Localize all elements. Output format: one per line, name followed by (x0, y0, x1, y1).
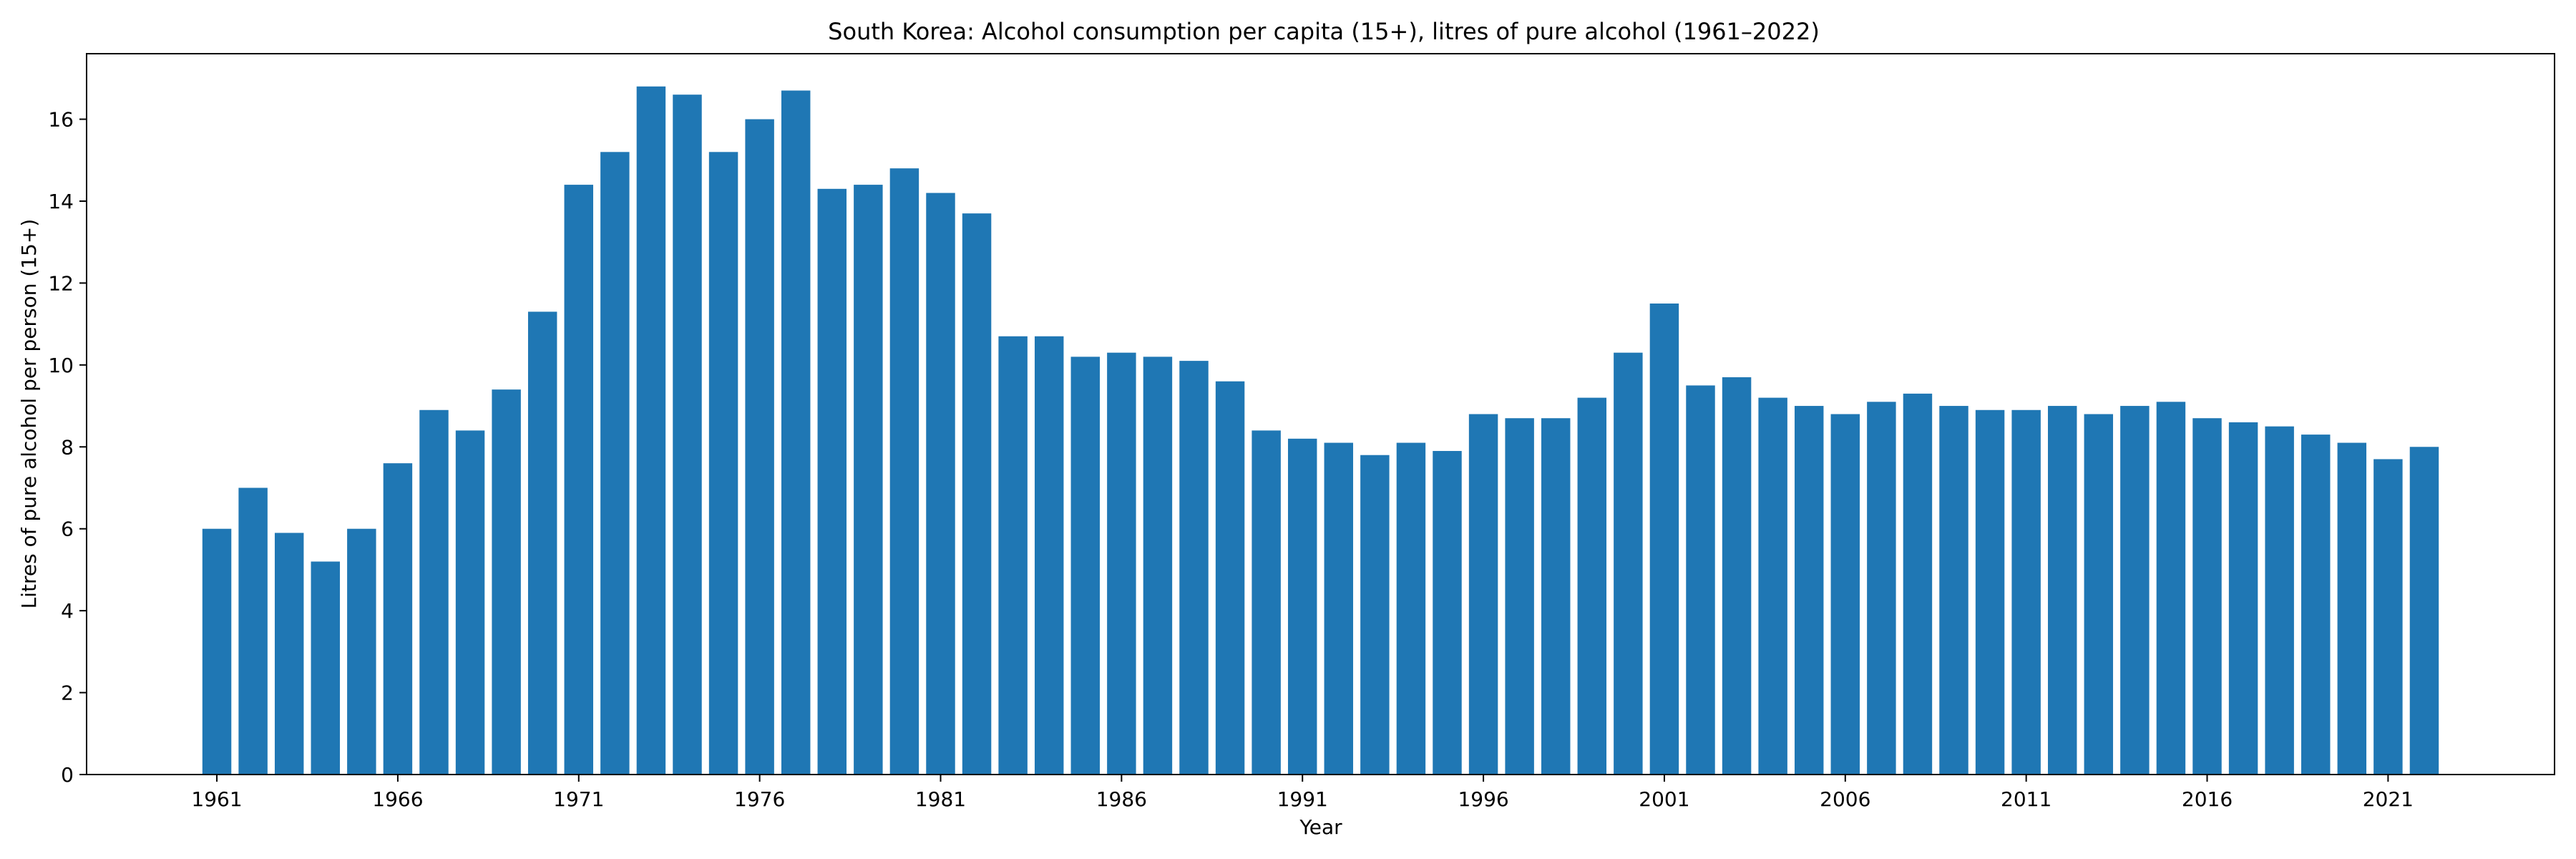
bar-2020 (2337, 442, 2367, 775)
bar-1981 (926, 193, 955, 775)
y-tick-label: 14 (48, 190, 74, 213)
x-tick-label: 2021 (2363, 787, 2414, 811)
y-axis-ticks: 0 2 4 6 8 10 12 14 16 (48, 108, 87, 787)
bar-1988 (1179, 361, 1209, 775)
y-tick-label: 6 (61, 518, 74, 541)
x-axis-label: Year (1299, 815, 1342, 839)
x-tick-label: 1986 (1096, 787, 1147, 811)
y-tick-label: 10 (48, 354, 74, 377)
bar-1990 (1252, 430, 1281, 775)
x-tick-label: 2006 (1820, 787, 1870, 811)
bar-1983 (998, 336, 1028, 775)
bar-2015 (2156, 402, 2186, 775)
bar-2011 (2011, 409, 2041, 775)
bar-1985 (1070, 356, 1101, 775)
bar-1973 (636, 86, 666, 775)
bar-1971 (564, 185, 594, 775)
bar-2013 (2084, 414, 2114, 775)
bar-1976 (745, 119, 774, 775)
bar-1997 (1505, 418, 1534, 775)
bar-2005 (1794, 406, 1824, 775)
bar-1974 (673, 94, 702, 775)
bar-1995 (1433, 450, 1462, 775)
x-tick-label: 2001 (1639, 787, 1689, 811)
bar-2006 (1830, 414, 1860, 775)
bar-1977 (781, 90, 811, 775)
bar-2002 (1686, 385, 1715, 775)
bar-1994 (1396, 442, 1426, 775)
y-tick-label: 2 (61, 681, 74, 705)
bar-1972 (600, 152, 630, 775)
bar-1978 (817, 188, 847, 775)
bar-2016 (2192, 418, 2222, 775)
bar-1998 (1541, 418, 1571, 775)
bar-2022 (2409, 447, 2439, 775)
bar-1993 (1360, 455, 1390, 775)
y-tick-label: 4 (61, 599, 74, 623)
bar-1999 (1577, 397, 1607, 775)
bar-2008 (1903, 393, 1933, 775)
x-tick-label: 1966 (372, 787, 423, 811)
y-tick-label: 16 (48, 108, 74, 132)
bar-1984 (1034, 336, 1064, 775)
bar-1964 (311, 561, 341, 775)
x-axis-ticks: 1961 1966 1971 1976 1981 1986 1991 1996 2001 2006… (191, 775, 2414, 811)
x-tick-label: 1971 (553, 787, 604, 811)
bar-2012 (2047, 406, 2077, 775)
bar-2017 (2228, 422, 2258, 775)
x-tick-label: 1976 (734, 787, 785, 811)
bar-2018 (2265, 426, 2294, 775)
x-tick-label: 1961 (191, 787, 242, 811)
bar-1992 (1324, 442, 1354, 775)
bar-1967 (419, 409, 449, 775)
bar-2021 (2373, 459, 2403, 775)
bar-1979 (854, 185, 883, 775)
y-tick-label: 8 (61, 435, 74, 459)
y-tick-label: 0 (61, 763, 74, 787)
bar-2014 (2120, 406, 2150, 775)
bar-1975 (708, 152, 738, 775)
bar-2009 (1939, 406, 1968, 775)
bars-group (202, 86, 2439, 775)
x-tick-label: 1981 (915, 787, 966, 811)
bar-1989 (1215, 381, 1245, 775)
bar-1980 (889, 168, 919, 775)
bar-1965 (347, 528, 376, 775)
bar-1970 (527, 311, 557, 775)
bar-1996 (1468, 414, 1498, 775)
bar-1986 (1107, 352, 1136, 775)
bar-1966 (383, 463, 413, 775)
y-axis-label: Litres of pure alcohol per person (15+) (17, 219, 41, 609)
x-tick-label: 1991 (1277, 787, 1328, 811)
bar-2007 (1867, 402, 1896, 775)
plot-frame (86, 53, 2555, 775)
bar-2004 (1758, 397, 1787, 775)
bar-1968 (455, 430, 485, 775)
bar-2010 (1975, 409, 2005, 775)
bar-2000 (1614, 352, 1643, 775)
x-tick-label: 2011 (2001, 787, 2051, 811)
bar-2001 (1649, 304, 1679, 775)
bar-1987 (1143, 356, 1173, 775)
bar-2003 (1722, 377, 1752, 775)
bar-1969 (492, 389, 521, 775)
x-tick-label: 1996 (1458, 787, 1508, 811)
chart-title: South Korea: Alcohol consumption per cap… (828, 18, 1820, 45)
bar-1991 (1287, 438, 1317, 775)
bar-1962 (238, 487, 268, 775)
bar-1961 (202, 528, 232, 775)
bar-1963 (274, 533, 304, 775)
x-tick-label: 2016 (2182, 787, 2233, 811)
bar-2019 (2301, 435, 2331, 775)
y-tick-label: 12 (48, 271, 74, 295)
bar-1982 (962, 213, 992, 775)
